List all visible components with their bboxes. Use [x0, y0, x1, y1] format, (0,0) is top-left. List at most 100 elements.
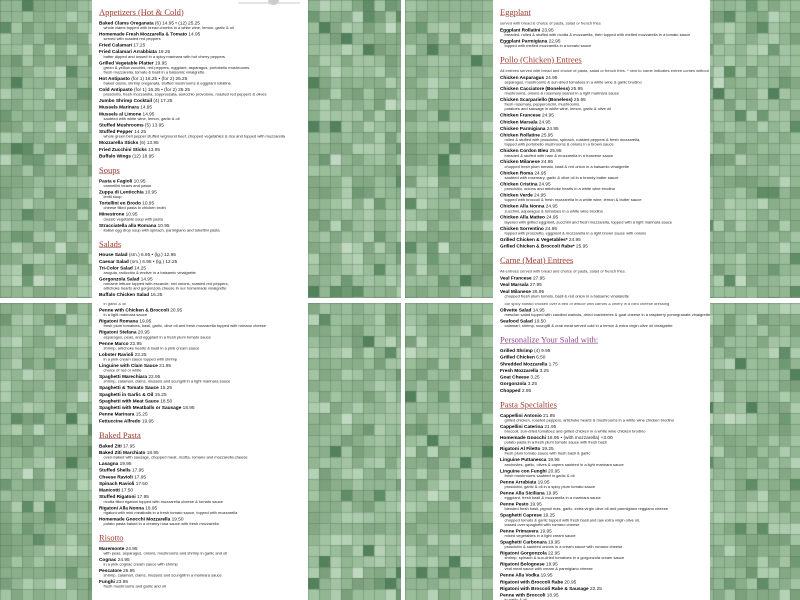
- menu-item-description: baked clams, shrimp oreganata, stuffed m…: [103, 80, 231, 86]
- menu-item-name: Fresh Mozzarella: [500, 367, 539, 374]
- menu-item-name: Gorgonzola: [500, 381, 527, 387]
- menu-item-veal-marsala: Veal Marsala 27.95: [500, 282, 704, 288]
- menu-item-price: 19.95: [546, 457, 560, 463]
- menu-item-price: 27.95: [528, 282, 542, 288]
- menu-item-description: sautéed with rosemary, garlic & olive oi…: [504, 175, 619, 180]
- menu-item-line: Grilled Chicken & Vegetables* 24.95: [500, 237, 704, 242]
- menu-item-chicken-verde: Chicken Verde 24.95 topped with broccoli …: [500, 193, 704, 203]
- menu-item-description: in a pink cognac cream sauce with shrimp: [103, 562, 178, 567]
- menu-item-name: Spaghetti Caprese: [500, 512, 542, 519]
- menu-item-line: Lobster Ravioli 23.25: [99, 352, 303, 357]
- menu-item-house-salad: House Salad (sm.) 6.95 • (lg.) 12.95: [99, 252, 303, 258]
- menu-item-name: Fried Zucchini Sticks: [99, 146, 147, 153]
- menu-item-description: layered with grilled eggplant, zucchini …: [504, 219, 673, 225]
- menu-item-rigatoni-stefana: Rigatoni Stefana 20.95 asparagus, peas, a…: [99, 330, 303, 340]
- menu-item-line: Rigatoni Alla Nonna 18.95: [99, 505, 303, 511]
- menu-item-name: Mozzarella Sticks: [99, 140, 139, 146]
- section-heading-salads: Salads: [99, 239, 122, 249]
- menu-item-price: (4) 9.95: [532, 348, 551, 354]
- menu-item-line: Chicken Rollatine 25.95: [500, 133, 704, 138]
- menu-item-line: Penne Pesto 19.95: [500, 502, 704, 507]
- menu-section-appetizers-hot-cold: Appetizers (Hot & Cold) Baked Clams Orega…: [99, 8, 303, 159]
- menu-item-shredded-mozzarella: Shredded Mozzarella 1.75: [500, 361, 704, 367]
- menu-item-price: 19.95: [538, 528, 552, 534]
- menu-item-name: Shredded Mozzarella: [500, 361, 548, 367]
- menu-item-chicken-parmigiana: Chicken Parmigiana 24.95: [500, 126, 704, 131]
- menu-item-line: Maremonte 24.95: [99, 546, 303, 551]
- menu-item-line: Cappellini Antonio 21.95: [500, 413, 704, 418]
- menu-section-risotto: Risotto Maremonte 24.95 with peas, asparag…: [99, 533, 303, 589]
- menu-item-goat-cheese: Goat Cheese 3.25: [500, 375, 704, 380]
- menu-item-price: (12) 18.95: [130, 153, 154, 159]
- menu-item-price: 14.95: [531, 307, 545, 313]
- menu-item-homemade-gnocchi: Homemade Gnocchi 18.95 • (with mozzarell…: [500, 435, 704, 445]
- menu-item-line: Baked Ziti 17.95: [99, 443, 303, 449]
- menu-item-price: 25.95: [548, 148, 562, 154]
- menu-item-cold-antipasto: Cold Antipasto (for 1) 16.25 • (for 2) 2…: [99, 87, 303, 97]
- menu-item-line: Manicotti 17.50: [99, 488, 303, 493]
- menu-item-line: Spaghetti with Meatballs or Sausage 18.9…: [99, 405, 303, 411]
- menu-item-rigatoni-al-filetto: Rigatoni Al Filetto 19.25 fresh plum toma…: [500, 446, 704, 457]
- menu-item-price: 24.95: [116, 556, 130, 563]
- menu-item-line: Penne Marco 22.95: [99, 341, 303, 346]
- menu-item-name: Pescatore: [99, 568, 122, 574]
- menu-item-price: 10.95: [140, 200, 155, 207]
- menu-item-description: cannellini beans and pasta: [103, 183, 151, 188]
- menu-item-price: 10.95: [124, 211, 138, 218]
- section-note: served with bread & choice of pasta, sal…: [500, 20, 601, 26]
- menu-item-manicotti: Manicotti 17.50: [99, 488, 303, 493]
- section-note: All entrees served with bread and choice…: [500, 68, 710, 73]
- menu-item-price: 17.25: [132, 42, 146, 49]
- menu-item-price: (sm.) 6.95 • (lg.) 12.95: [127, 252, 176, 258]
- menu-item-line: Olivette Salad 14.95: [500, 308, 704, 313]
- menu-item-description: broccoli, sun-dried tomatoes and grilled…: [504, 428, 646, 434]
- menu-item-price: 16.25: [149, 292, 163, 298]
- menu-item-penne-pesto: Penne Pesto 19.95 blended fresh basil, pi…: [500, 502, 704, 512]
- menu-item-name: Spaghetti with Meatballs or Sausage: [99, 405, 182, 411]
- menu-item-line: Baked Clams Oreganata (6) 14.95 • (12) 2…: [99, 21, 303, 26]
- menu-item-name: Chicken Alla Nonna: [500, 203, 545, 210]
- menu-item-description: mesclun salad topped with candied walnut…: [504, 312, 711, 318]
- menu-item-name: Eggplant Rollatini: [500, 27, 541, 33]
- menu-item-line: Cold Antipasto (for 1) 16.25 • (for 2) 2…: [99, 87, 303, 92]
- menu-item-spinach-ravioli: Spinach Ravioli 17.50: [99, 481, 303, 486]
- menu-item-price: 19.95: [138, 318, 152, 325]
- menu-item-price: 19.95: [539, 572, 553, 579]
- menu-item-description: topped with melted mozzarella in a tomat…: [504, 43, 592, 49]
- menu-item-name: Cappellini Antonio: [500, 412, 542, 419]
- menu-item-description: classic vegetable soup with pasta: [103, 216, 163, 222]
- section-heading-baked-pasta: Baked Pasta: [99, 430, 141, 440]
- menu-item-name: Stuffed Mushrooms: [99, 122, 144, 128]
- menu-item-name: Penne Pesto: [500, 501, 529, 508]
- menu-item-name: Baked Ziti: [99, 443, 122, 449]
- menu-item-line: Zuppa di Lenticchia 10.95: [99, 190, 303, 195]
- menu-item-line: Stracciatella alla Romana 10.95: [99, 223, 303, 228]
- menu-item-price: 24.95: [543, 225, 558, 232]
- menu-item-name: Zuppa di Lenticchia: [99, 189, 144, 195]
- menu-item-veal-francese: Veal Francese 27.95: [500, 276, 704, 281]
- menu-item-gorgonzola: Gorgonzola 3.25: [500, 381, 704, 387]
- menu-item-name: Eggplant Parmigiana: [500, 38, 548, 44]
- menu-item-price: 1.75: [547, 361, 558, 367]
- menu-item-grilled-shrimp: Grilled Shrimp (4) 9.95: [500, 348, 704, 354]
- menu-item-price: 17.95: [135, 494, 149, 500]
- menu-item-chicken-sorrentino: Chicken Sorrentino 24.95 topped with pros…: [500, 226, 704, 236]
- menu-item-line: Spaghetti in Garlic & Oil 15.25: [99, 392, 303, 397]
- menu-item-price: 19.95: [546, 539, 560, 545]
- menu-item-name: Penne Alla Siciliana: [500, 490, 545, 496]
- menu-item-description: whole clams topped with bread crumbs in …: [103, 25, 234, 30]
- menu-item-name: Rigatoni with Broccoli Rabe: [500, 579, 564, 585]
- menu-item-line: Chicken Alla Nonna 24.95: [500, 204, 704, 209]
- menu-item-name: Veal Marsala: [500, 282, 529, 288]
- menu-item-price: 19.50: [170, 516, 184, 522]
- menu-item-price: 10.95: [156, 222, 170, 229]
- menu-item-description: cheese filled pasta in chicken broth: [103, 205, 166, 211]
- menu-item-price: 17.95: [130, 467, 144, 474]
- menu-item-name: Hot Antipasto: [99, 75, 130, 82]
- menu-item-price: 20.95: [563, 579, 577, 585]
- menu-item-line: Eggplant Parmigiana 22.95: [500, 39, 704, 44]
- menu-item-price: 25.95: [121, 568, 135, 574]
- menu-item-price: 17.50: [134, 480, 148, 487]
- menu-item-price: 15.25: [134, 411, 148, 418]
- menu-item-description: whole green bell pepper stuffed w/ground…: [103, 134, 285, 139]
